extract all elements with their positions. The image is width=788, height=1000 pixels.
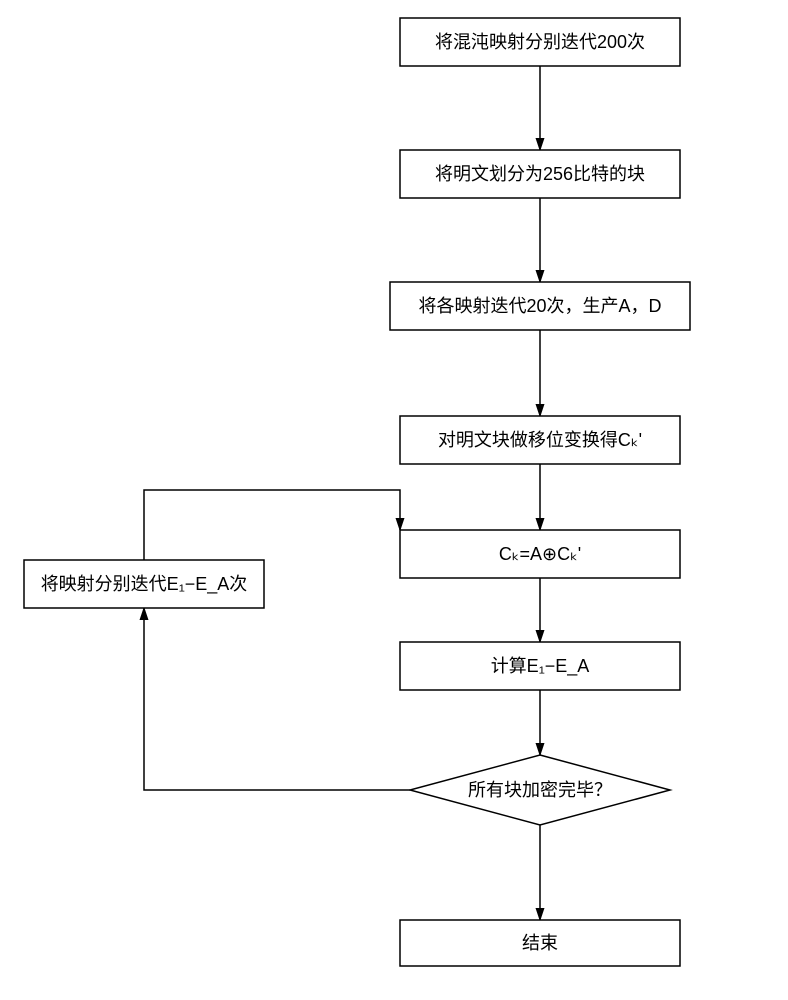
node-label: 将各映射迭代20次，生产A，D	[418, 296, 661, 316]
flow-node: 计算E₁−E_A	[400, 642, 680, 690]
edge	[144, 490, 400, 560]
edge	[144, 608, 410, 790]
node-label: 对明文块做移位变换得Cₖ'	[438, 430, 642, 450]
node-label: 结束	[522, 933, 558, 953]
node-label: 所有块加密完毕？	[468, 780, 612, 800]
flow-node: 将明文划分为256比特的块	[400, 150, 680, 198]
node-label: Cₖ=A⊕Cₖ'	[499, 544, 581, 564]
flow-node: 将各映射迭代20次，生产A，D	[390, 282, 690, 330]
node-label: 将明文划分为256比特的块	[435, 164, 645, 184]
flow-node: 所有块加密完毕？	[410, 755, 670, 825]
flow-node: 将混沌映射分别迭代200次	[400, 18, 680, 66]
flowchart-canvas: 将混沌映射分别迭代200次将明文划分为256比特的块将各映射迭代20次，生产A，…	[0, 0, 788, 1000]
node-label: 将映射分别迭代E₁−E_A次	[41, 574, 248, 595]
flow-node: Cₖ=A⊕Cₖ'	[400, 530, 680, 578]
nodes-layer: 将混沌映射分别迭代200次将明文划分为256比特的块将各映射迭代20次，生产A，…	[24, 18, 690, 966]
flow-node: 对明文块做移位变换得Cₖ'	[400, 416, 680, 464]
flow-node: 将映射分别迭代E₁−E_A次	[24, 560, 264, 608]
flow-node: 结束	[400, 920, 680, 966]
node-label: 计算E₁−E_A	[491, 656, 590, 677]
node-label: 将混沌映射分别迭代200次	[435, 32, 645, 52]
